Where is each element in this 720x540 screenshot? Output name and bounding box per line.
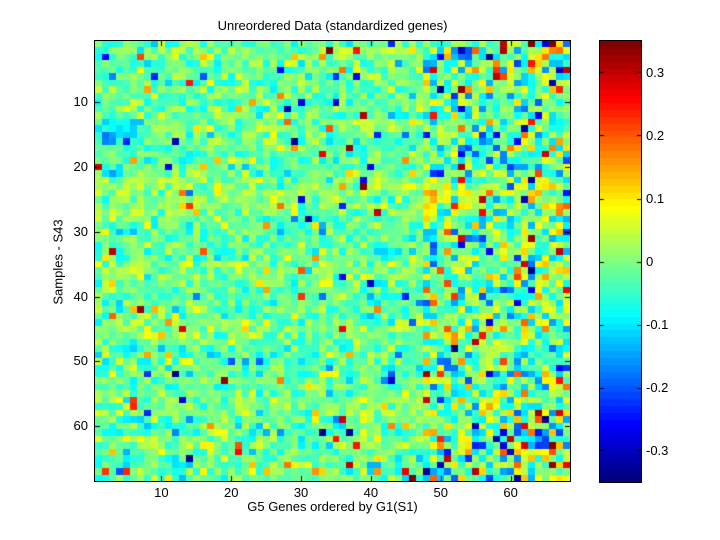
x-tick-label: 40: [363, 485, 379, 500]
y-tick-label: 30: [73, 223, 88, 239]
colorbar-tick-label: 0: [646, 253, 654, 269]
plot-area: [94, 40, 571, 482]
colorbar-tick-label: -0.3: [646, 442, 669, 458]
colorbar: [599, 40, 642, 483]
x-tick-label: 50: [433, 485, 448, 500]
x-tick-label: 10: [154, 485, 169, 500]
colorbar-tick-label: -0.2: [646, 379, 669, 395]
y-tick-label: 10: [73, 94, 88, 110]
x-axis-label: G5 Genes ordered by G1(S1): [247, 499, 418, 514]
heatmap-canvas: [95, 41, 570, 481]
colorbar-tick-label: 0.1: [646, 190, 665, 206]
x-tick-label: 20: [223, 485, 239, 500]
colorbar-tick-label: 0.2: [646, 127, 665, 143]
x-tick-label: 30: [293, 485, 309, 500]
y-tick-label: 50: [73, 353, 88, 369]
y-tick-label: 40: [73, 288, 88, 304]
colorbar-tick-label: 0.3: [646, 64, 665, 80]
y-tick-label: 20: [73, 159, 88, 175]
colorbar-canvas: [600, 41, 641, 482]
chart-title: Unreordered Data (standardized genes): [217, 18, 448, 33]
x-tick-label: 60: [503, 485, 518, 500]
colorbar-tick-label: -0.1: [646, 316, 669, 332]
y-tick-label: 60: [73, 418, 88, 433]
